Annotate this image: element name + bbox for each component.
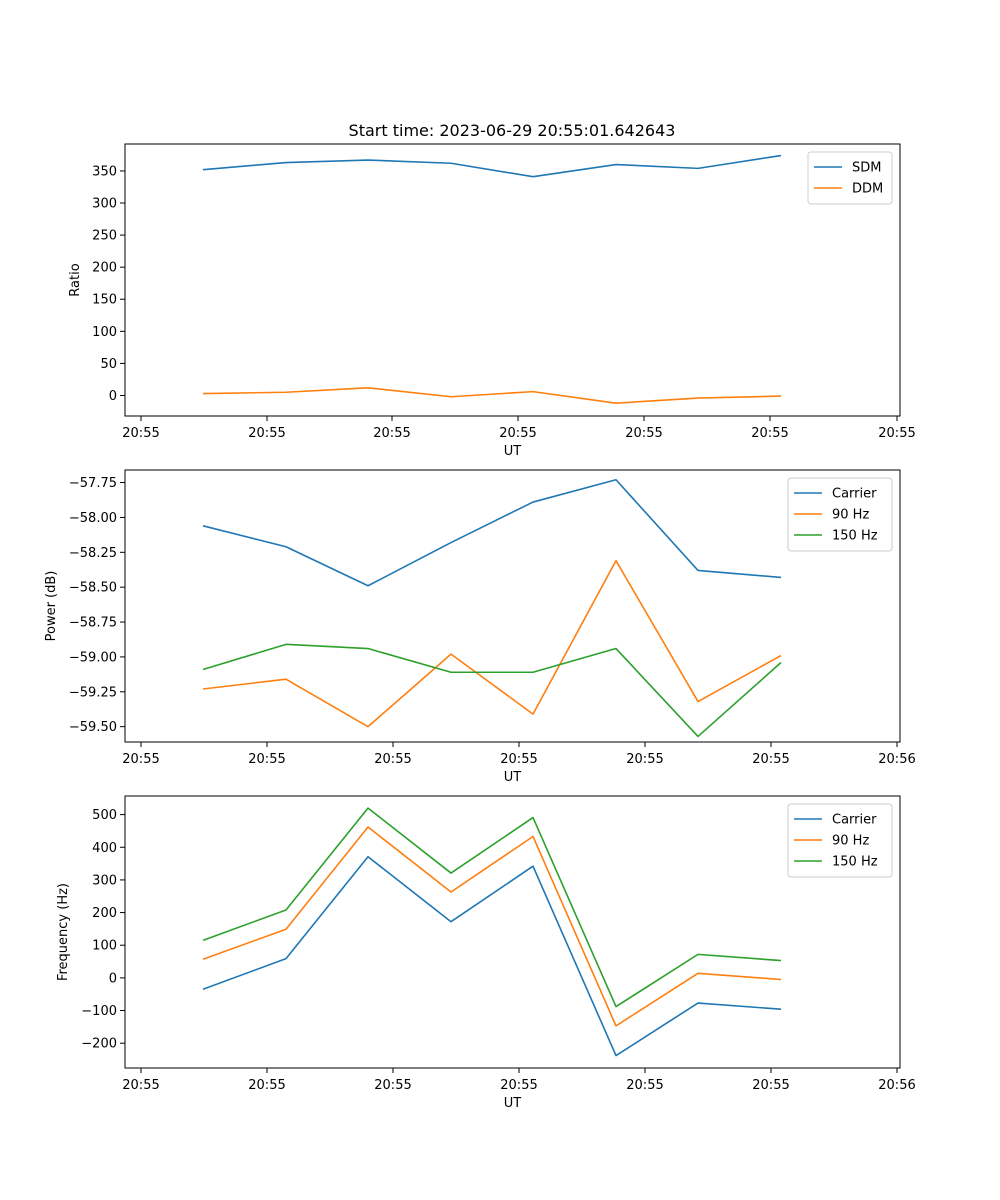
legend-box (787, 803, 893, 878)
y-tick-label: 300 (92, 197, 117, 212)
y-tick-label: −58.00 (69, 511, 117, 526)
plots: 20:55 20:55 20:55 20:55 20:55 20:55 20:55 0 50 10… (44, 143, 916, 1111)
x-tick-label: 20:55 (752, 1078, 789, 1093)
y-tick-label: 100 (92, 325, 117, 340)
x-tick-label: 20:55 (500, 752, 537, 767)
legend: Carrier 90 Hz 150 Hz (787, 477, 893, 552)
y-tick-label: 0 (109, 389, 117, 404)
y-tick-label: −59.00 (69, 650, 117, 665)
legend-entry: 150 Hz (832, 529, 878, 544)
legend-box (807, 151, 893, 205)
x-tick-label: 20:55 (374, 1078, 411, 1093)
series-line-ddm (202, 386, 782, 404)
x-tick-label: 20:55 (248, 426, 285, 441)
y-tick-label: −58.25 (69, 546, 117, 561)
x-tick-label: 20:55 (500, 1078, 537, 1093)
y-axis-label: Frequency (Hz) (56, 883, 71, 981)
legend-entry: Carrier (832, 813, 877, 828)
series-line-150-hz (202, 643, 782, 738)
x-tick-label: 20:55 (751, 426, 788, 441)
x-tick-label: 20:55 (122, 426, 159, 441)
axes-frame (124, 469, 901, 743)
y-tick-label: 350 (92, 164, 117, 179)
x-tick-label: 20:55 (752, 752, 789, 767)
y-tick-label: −100 (81, 1004, 117, 1019)
subplot-2: 20:55 20:55 20:55 20:55 20:55 20:55 20:56 −59.5… (44, 469, 916, 785)
y-tick-label: −57.75 (69, 476, 117, 491)
y-tick-label: −58.50 (69, 581, 117, 596)
y-tick-label: −200 (81, 1037, 117, 1052)
y-tick-label: 200 (92, 261, 117, 276)
legend: SDM DDM (807, 151, 893, 205)
figure-title: Start time: 2023-06-29 20:55:01.642643 (349, 121, 676, 140)
y-tick-label: 200 (92, 906, 117, 921)
y-tick-label: 150 (92, 293, 117, 308)
x-tick-label: 20:55 (878, 426, 915, 441)
y-tick-label: −59.50 (69, 720, 117, 735)
series-line-sdm (202, 154, 782, 178)
axes-frame (124, 795, 901, 1069)
x-tick-label: 20:55 (626, 1078, 663, 1093)
subplot-3: 20:55 20:55 20:55 20:55 20:55 20:55 20:56 −200 −… (56, 795, 916, 1111)
legend-entry: 90 Hz (832, 508, 869, 523)
y-tick-label: −58.75 (69, 616, 117, 631)
x-tick-label: 20:55 (499, 426, 536, 441)
series-line-90-hz (202, 559, 782, 728)
y-tick-label: 0 (109, 971, 117, 986)
y-tick-label: 100 (92, 939, 117, 954)
series-line-150-hz (202, 807, 782, 1008)
x-tick-label: 20:55 (248, 752, 285, 767)
legend-entry: Carrier (832, 487, 877, 502)
legend: Carrier 90 Hz 150 Hz (787, 803, 893, 878)
y-axis-label: Ratio (68, 263, 83, 296)
legend-entry: SDM (852, 161, 881, 176)
x-axis-label: UT (504, 770, 522, 785)
y-tick-label: 50 (100, 357, 117, 372)
subplot-1: 20:55 20:55 20:55 20:55 20:55 20:55 20:55 0 50 10… (68, 143, 916, 459)
series-line-90-hz (202, 826, 782, 1027)
axes-frame (124, 143, 901, 417)
x-axis-label: UT (504, 1096, 522, 1111)
y-axis-label: Power (dB) (44, 571, 59, 642)
y-tick-label: 400 (92, 841, 117, 856)
y-tick-label: 500 (92, 808, 117, 823)
x-tick-label: 20:55 (373, 426, 410, 441)
legend-entry: 150 Hz (832, 855, 878, 870)
y-tick-label: 300 (92, 873, 117, 888)
x-tick-label: 20:55 (248, 1078, 285, 1093)
y-tick-label: 250 (92, 229, 117, 244)
legend-entry: DDM (852, 182, 883, 197)
x-tick-label: 20:55 (374, 752, 411, 767)
x-axis-label: UT (504, 444, 522, 459)
series-line-carrier (202, 478, 782, 587)
legend-box (787, 477, 893, 552)
series-line-carrier (202, 855, 782, 1057)
x-tick-label: 20:55 (625, 426, 662, 441)
legend-entry: 90 Hz (832, 834, 869, 849)
y-tick-label: −59.25 (69, 685, 117, 700)
x-tick-label: 20:56 (878, 752, 915, 767)
x-tick-label: 20:55 (122, 1078, 159, 1093)
x-tick-label: 20:55 (626, 752, 663, 767)
x-tick-label: 20:56 (878, 1078, 915, 1093)
x-tick-label: 20:55 (122, 752, 159, 767)
